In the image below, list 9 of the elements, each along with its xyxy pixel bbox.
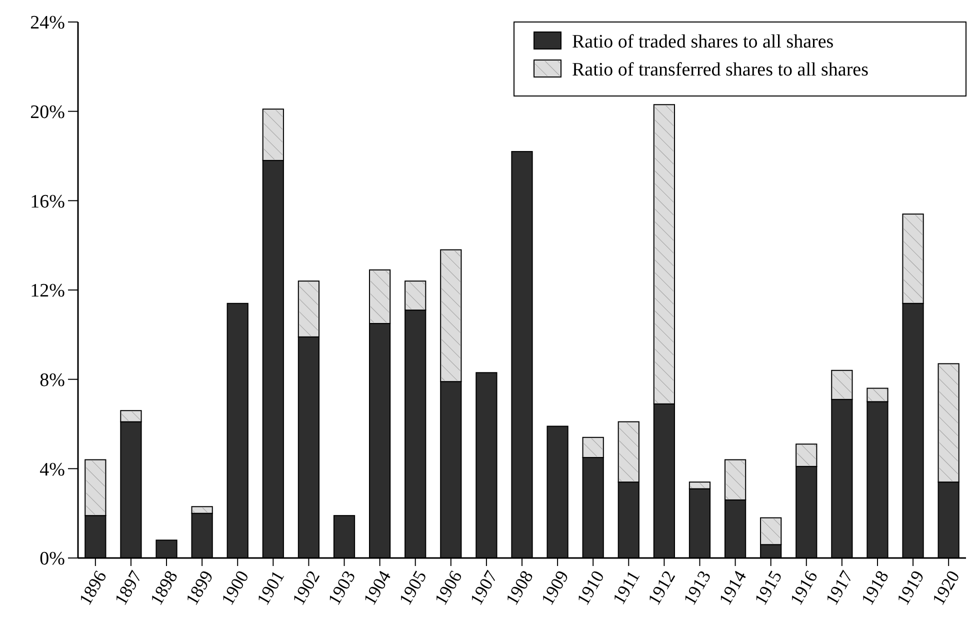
y-tick-label: 0% xyxy=(40,548,66,570)
y-tick-label: 4% xyxy=(40,459,66,480)
y-tick-label: 12% xyxy=(30,280,66,302)
legend-label: Ratio of traded shares to all shares xyxy=(572,32,834,53)
y-tick-label: 20% xyxy=(30,102,66,123)
y-tick-label: 16% xyxy=(30,191,66,212)
y-tick-label: 24% xyxy=(30,12,66,34)
legend-label: Ratio of transferred shares to all shares xyxy=(572,60,869,81)
y-tick-label: 8% xyxy=(40,370,66,391)
